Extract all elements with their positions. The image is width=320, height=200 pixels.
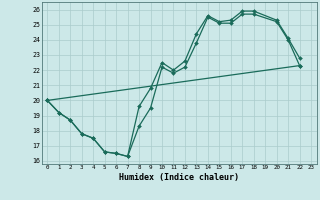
X-axis label: Humidex (Indice chaleur): Humidex (Indice chaleur) bbox=[119, 173, 239, 182]
